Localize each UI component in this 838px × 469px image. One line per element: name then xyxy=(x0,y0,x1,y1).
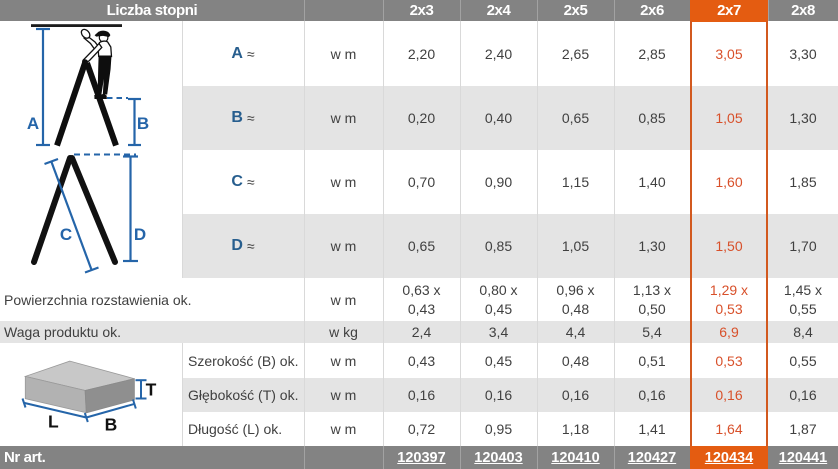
svg-text:B: B xyxy=(137,114,149,133)
svg-text:D: D xyxy=(134,225,146,244)
svg-text:B: B xyxy=(105,415,118,435)
svg-text:T: T xyxy=(146,380,157,400)
svg-text:C: C xyxy=(60,225,72,244)
svg-text:L: L xyxy=(48,412,59,432)
svg-text:A: A xyxy=(27,114,39,133)
